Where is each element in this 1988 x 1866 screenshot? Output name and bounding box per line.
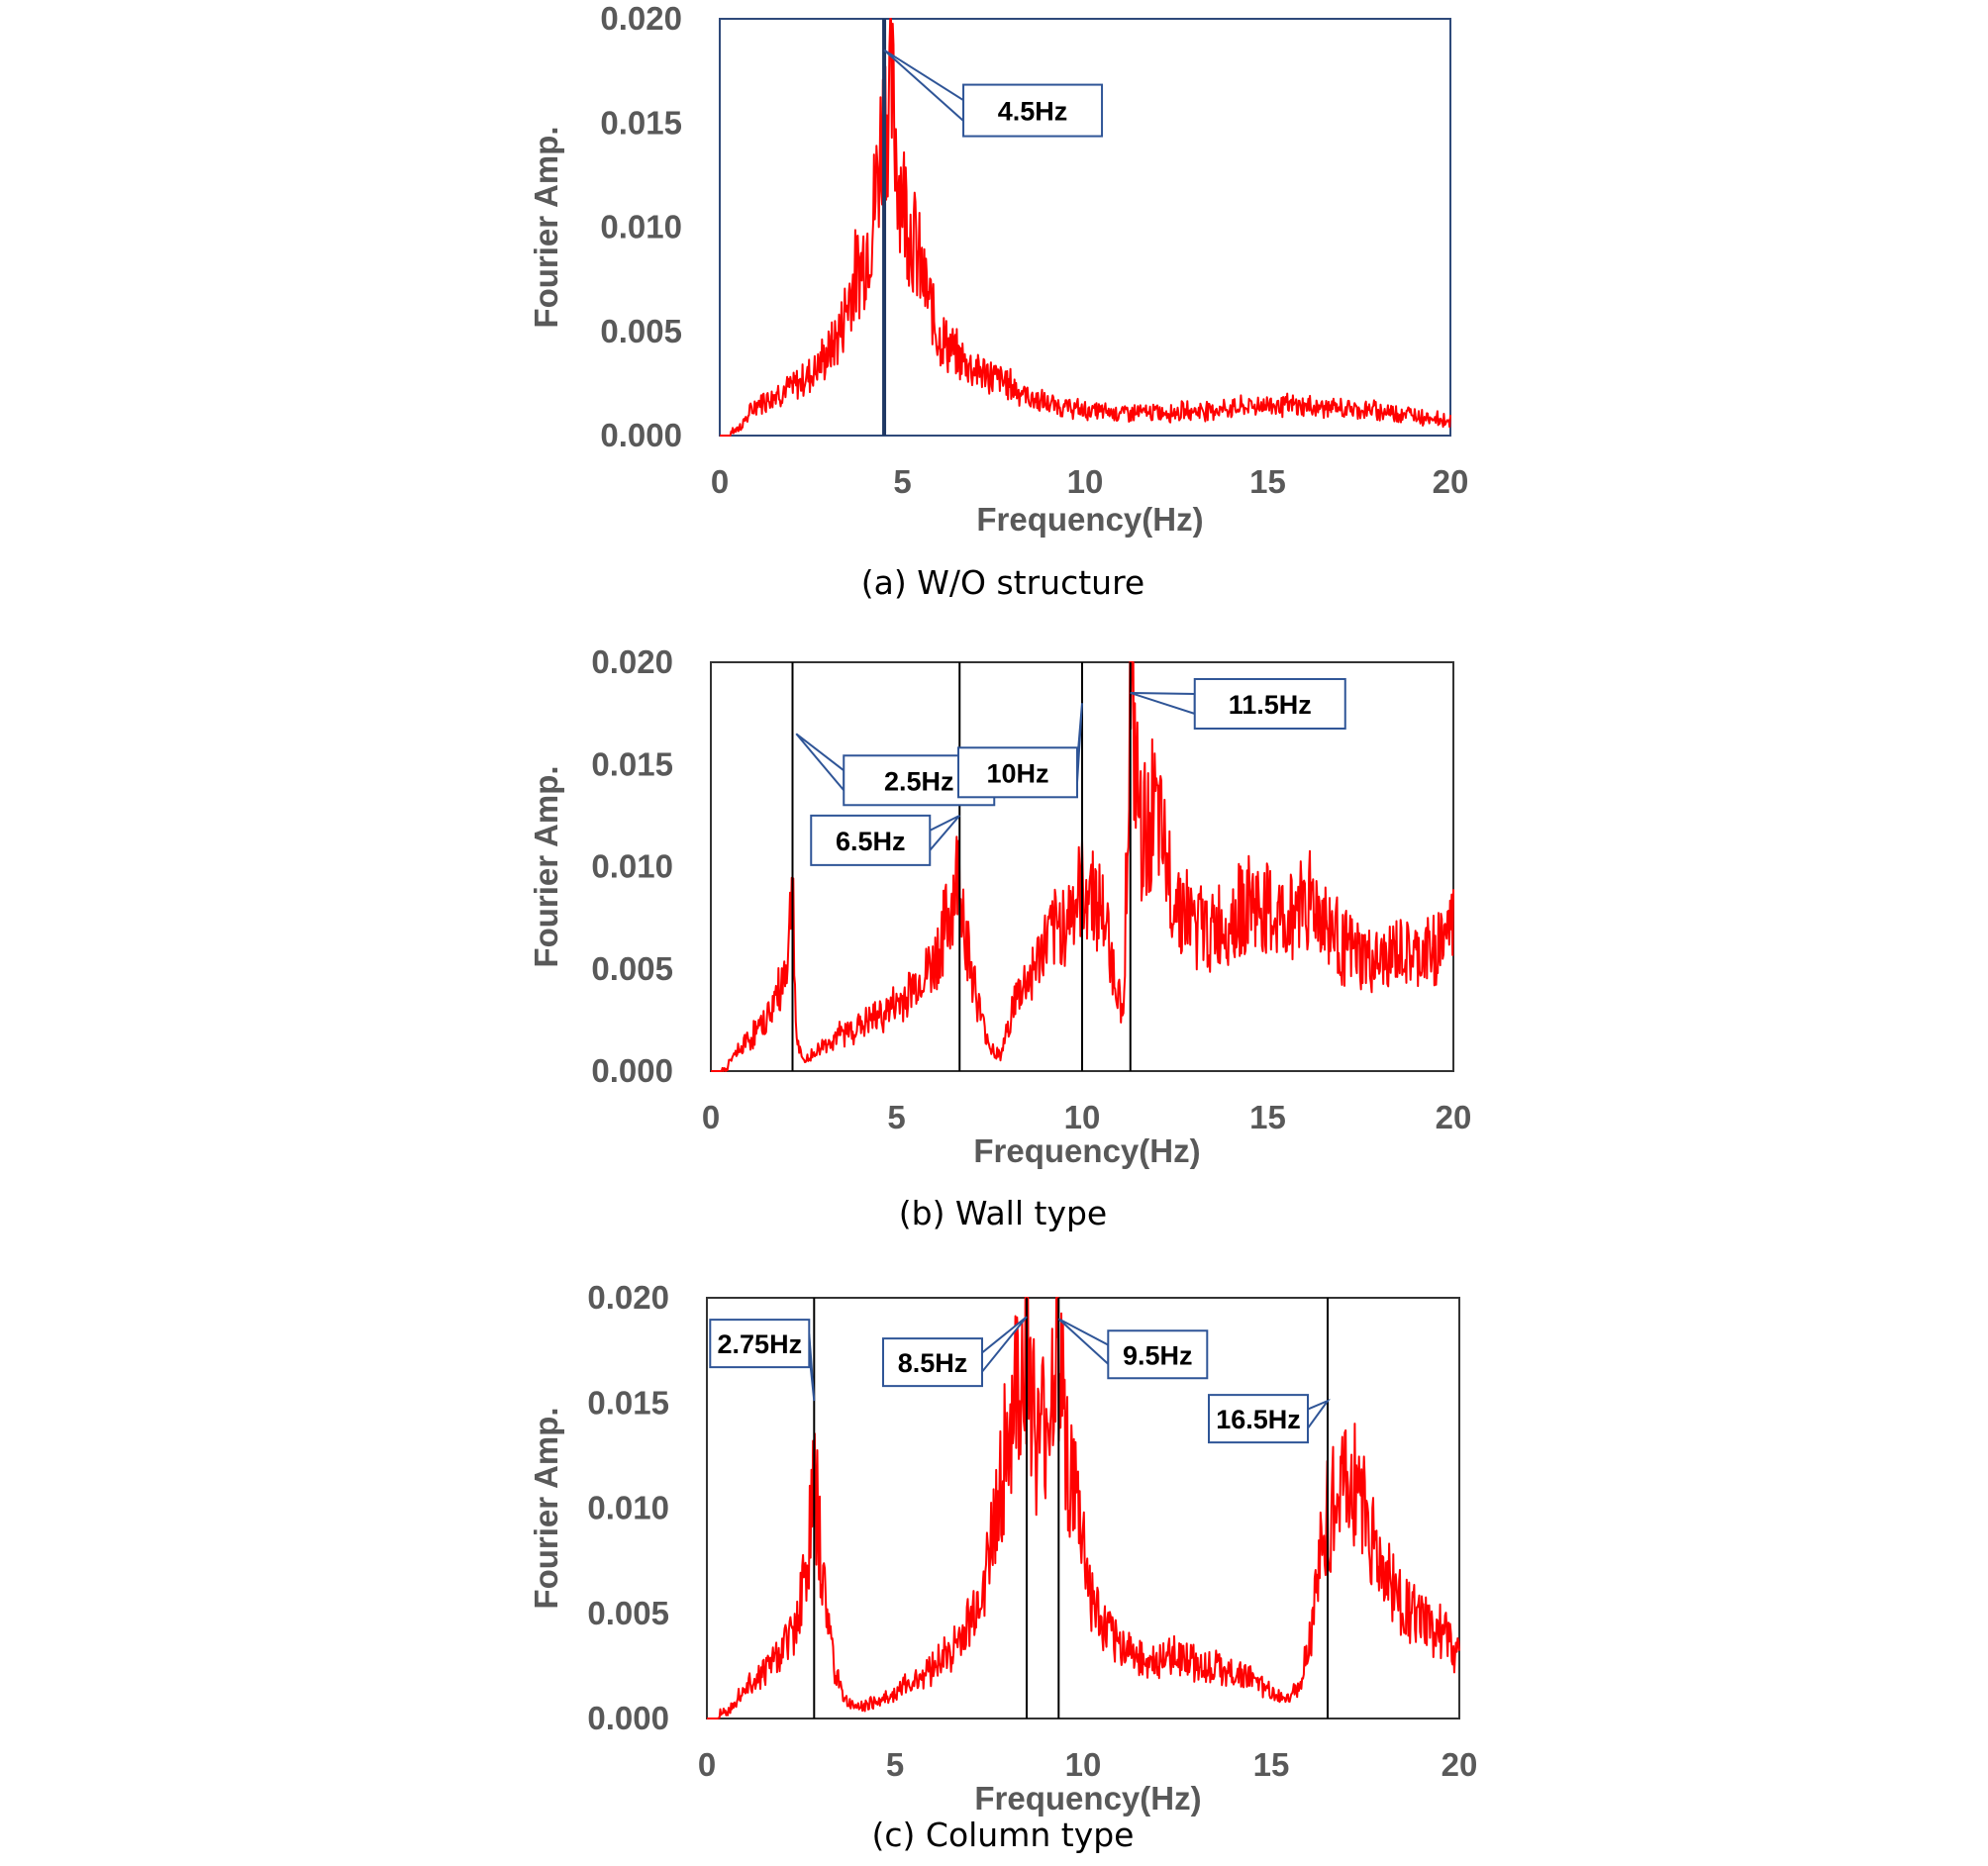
- x-tick-label: 10: [1064, 1099, 1101, 1135]
- callout-box: [882, 1337, 983, 1388]
- panel-caption: (b) Wall type: [899, 1194, 1107, 1232]
- y-tick-label: 0.000: [587, 1700, 669, 1736]
- y-tick-label: 0.015: [587, 1384, 669, 1421]
- x-tick-label: 5: [893, 463, 911, 500]
- callout-pointer: [795, 733, 845, 794]
- y-axis-title: Fourier Amp.: [528, 1407, 564, 1609]
- callout-box: [962, 83, 1104, 138]
- callout-box: [810, 814, 932, 866]
- y-tick-label: 0.020: [587, 1279, 669, 1316]
- chart-panel-a: 0.000 0.005 0.010 0.015 0.020 0 5 10 15 20 Frequen…: [528, 0, 1468, 602]
- plot-frame: [719, 18, 1451, 437]
- callout-label: 16.5Hz: [1216, 1405, 1301, 1434]
- x-tick-label: 0: [702, 1099, 720, 1135]
- callout: 16.5Hz: [1208, 1394, 1331, 1444]
- x-tick-label: 5: [887, 1099, 905, 1135]
- callout: 6.5Hz: [810, 814, 961, 866]
- callout: 10Hz: [957, 703, 1083, 799]
- callout-pointer: [929, 814, 961, 853]
- callout: 2.75Hz: [709, 1319, 816, 1402]
- x-axis-title: Frequency(Hz): [974, 1780, 1201, 1817]
- x-tick-label: 20: [1433, 463, 1469, 500]
- callout-pointer: [981, 1316, 1028, 1375]
- x-tick-label: 0: [698, 1746, 716, 1783]
- callout: 11.5Hz: [1130, 677, 1346, 730]
- chart-panel-c: 0.000 0.005 0.010 0.015 0.020 0 5 10 15 20 Frequen…: [528, 1279, 1477, 1854]
- x-tick-label: 15: [1249, 463, 1286, 500]
- callout-box: [1208, 1394, 1309, 1444]
- x-tick-label: 5: [886, 1746, 904, 1783]
- x-tick-label: 15: [1249, 1099, 1286, 1135]
- x-tick-label: 10: [1065, 1746, 1102, 1783]
- callout: 9.5Hz: [1057, 1318, 1209, 1380]
- y-tick-label: 0.010: [587, 1490, 669, 1526]
- callout-pointer: [1057, 1318, 1110, 1367]
- y-tick-label: 0.020: [600, 0, 682, 37]
- y-tick-label: 0.020: [591, 643, 673, 680]
- callout-label: 8.5Hz: [898, 1348, 968, 1378]
- x-tick-label: 20: [1441, 1746, 1478, 1783]
- callout-label: 6.5Hz: [836, 827, 906, 856]
- callout: 4.5Hz: [883, 49, 1104, 138]
- callout-box: [1107, 1329, 1209, 1380]
- callout-pointer: [1130, 691, 1196, 716]
- callout-label: 9.5Hz: [1123, 1340, 1193, 1370]
- y-tick-label: 0.015: [591, 745, 673, 782]
- callout-label: 10Hz: [986, 758, 1048, 788]
- y-tick-label: 0.005: [591, 950, 673, 987]
- panel-caption: (a) W/O structure: [861, 563, 1144, 602]
- x-tick-label: 10: [1067, 463, 1104, 500]
- callout-box: [709, 1319, 811, 1369]
- spectrum-line: [706, 1297, 1460, 1719]
- y-tick-label: 0.010: [591, 848, 673, 885]
- callout-label: 4.5Hz: [998, 97, 1068, 127]
- y-tick-label: 0.005: [587, 1595, 669, 1631]
- callout-label: 2.5Hz: [884, 766, 954, 796]
- spectrum-line: [719, 18, 1451, 437]
- y-axis-title: Fourier Amp.: [528, 126, 564, 328]
- y-tick-label: 0.000: [600, 417, 682, 453]
- callout-box: [957, 746, 1078, 799]
- callout-pointer: [1307, 1398, 1331, 1431]
- plot-frame: [706, 1297, 1460, 1719]
- x-tick-label: 0: [711, 463, 729, 500]
- callout-label: 11.5Hz: [1229, 690, 1312, 720]
- panel-caption: (c) Column type: [872, 1816, 1135, 1854]
- callout-pointer: [883, 49, 965, 124]
- y-tick-label: 0.005: [600, 313, 682, 349]
- y-tick-label: 0.000: [591, 1052, 673, 1089]
- callout-box: [1193, 677, 1346, 730]
- x-axis-title: Frequency(Hz): [976, 501, 1203, 538]
- y-tick-label: 0.010: [600, 209, 682, 246]
- callout: 8.5Hz: [882, 1316, 1028, 1388]
- x-axis-title: Frequency(Hz): [973, 1132, 1200, 1169]
- x-tick-label: 15: [1253, 1746, 1290, 1783]
- callout-label: 2.75Hz: [718, 1329, 803, 1359]
- y-tick-label: 0.015: [600, 104, 682, 141]
- y-axis-title: Fourier Amp.: [528, 765, 564, 967]
- chart-panel-b: 0.000 0.005 0.010 0.015 0.020 0 5 10 15 20 Frequen…: [528, 643, 1471, 1232]
- x-tick-label: 20: [1436, 1099, 1472, 1135]
